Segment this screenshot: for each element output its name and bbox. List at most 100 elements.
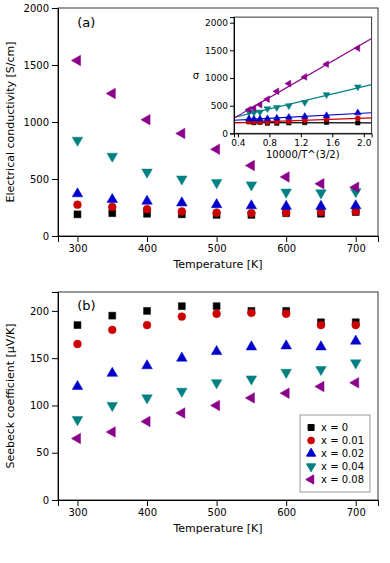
tick-mark bbox=[230, 50, 234, 51]
point bbox=[178, 208, 186, 216]
tick-mark bbox=[52, 122, 58, 123]
plot-frame bbox=[58, 8, 378, 236]
axis-xticks: 0.40.81.21.62.0 bbox=[231, 133, 372, 147]
tick-mark bbox=[52, 236, 58, 237]
point bbox=[178, 303, 185, 310]
point bbox=[350, 377, 359, 388]
tick-mark bbox=[52, 500, 58, 501]
point bbox=[257, 110, 264, 116]
tick: 300 bbox=[68, 500, 87, 518]
tick-mark bbox=[52, 311, 58, 312]
point bbox=[246, 182, 257, 191]
tick: 500 bbox=[208, 500, 227, 518]
point bbox=[143, 321, 151, 329]
tick: 1.6 bbox=[326, 133, 341, 147]
tick-label: 600 bbox=[277, 507, 296, 518]
tick-mark bbox=[286, 236, 287, 242]
point bbox=[350, 360, 361, 369]
point bbox=[301, 113, 308, 119]
tick: 1.2 bbox=[294, 133, 308, 147]
plot-background bbox=[58, 8, 378, 236]
tick: 200 bbox=[30, 306, 58, 317]
legend-label: x = 0.01 bbox=[321, 435, 364, 446]
tick-label: 0 bbox=[43, 495, 49, 506]
point bbox=[141, 416, 150, 427]
axis-xticks: 300 400 500 600 700 bbox=[59, 500, 379, 518]
tick: 100 bbox=[30, 400, 58, 411]
point bbox=[107, 153, 118, 162]
tick-mark bbox=[52, 358, 58, 359]
point bbox=[264, 96, 270, 103]
point bbox=[213, 209, 221, 217]
point bbox=[282, 209, 290, 217]
tick-label: 500 bbox=[30, 174, 49, 185]
fit-line bbox=[234, 85, 372, 118]
tick-label: 0.8 bbox=[263, 138, 278, 148]
tick-label: 2000 bbox=[24, 3, 49, 14]
tick-label: 600 bbox=[277, 243, 296, 254]
point bbox=[281, 189, 292, 198]
axis-yticks: 0500100015002000 bbox=[24, 3, 59, 242]
tick: 400 bbox=[138, 236, 157, 254]
tick-label: 150 bbox=[30, 353, 49, 364]
point bbox=[323, 93, 330, 99]
point bbox=[106, 88, 115, 99]
plot-background bbox=[58, 292, 378, 500]
plot-frame bbox=[234, 17, 372, 133]
point bbox=[281, 200, 292, 209]
tick-mark bbox=[230, 106, 234, 107]
legend-label: x = 0 bbox=[321, 422, 348, 433]
tick: 50 bbox=[36, 447, 58, 458]
axis-line bbox=[52, 9, 59, 237]
legend-symbol bbox=[307, 448, 316, 456]
point bbox=[323, 112, 330, 118]
tick-mark bbox=[286, 500, 287, 506]
tick-mark bbox=[356, 500, 357, 506]
axis-xticks: 300400500600700 bbox=[59, 236, 379, 254]
axis-yticks: 0 50 100 150 200 bbox=[30, 293, 59, 506]
tick-label: 200 bbox=[30, 306, 49, 317]
tick: 400 bbox=[138, 500, 157, 518]
point bbox=[264, 115, 271, 121]
point bbox=[211, 199, 222, 208]
tick-label: 500 bbox=[208, 243, 227, 254]
point bbox=[315, 179, 324, 190]
point bbox=[213, 310, 221, 318]
panel: 3004005006007000500100015002000Temperatu… bbox=[4, 3, 379, 271]
fit-line bbox=[234, 39, 372, 119]
tick-mark bbox=[52, 405, 58, 406]
point bbox=[250, 105, 256, 112]
axis-line bbox=[59, 237, 379, 243]
point bbox=[72, 188, 83, 197]
tick: 700 bbox=[347, 236, 366, 254]
figure: 3004005006007000500100015002000Temperatu… bbox=[0, 0, 390, 563]
tick: 0 bbox=[43, 495, 58, 506]
point bbox=[256, 101, 262, 108]
point bbox=[280, 388, 289, 399]
point bbox=[323, 61, 329, 68]
tick-label: 400 bbox=[138, 243, 157, 254]
point bbox=[213, 303, 220, 310]
point bbox=[246, 341, 257, 350]
point bbox=[356, 121, 360, 125]
tick-label: 2.0 bbox=[357, 138, 372, 148]
point bbox=[273, 114, 280, 120]
point bbox=[354, 45, 360, 52]
point bbox=[211, 345, 222, 354]
panel-title: (b) bbox=[77, 298, 95, 313]
y-axis-title: σ bbox=[193, 70, 200, 81]
point bbox=[211, 180, 222, 189]
tick: 700 bbox=[347, 500, 366, 518]
point bbox=[108, 326, 116, 334]
tick-mark bbox=[230, 78, 234, 79]
point bbox=[107, 402, 118, 411]
tick-mark bbox=[217, 500, 218, 506]
tick-mark bbox=[230, 23, 234, 24]
tick-label: 1500 bbox=[24, 60, 49, 71]
tick-label: 700 bbox=[347, 507, 366, 518]
point bbox=[74, 340, 82, 348]
marks bbox=[234, 39, 372, 126]
tick: 500 bbox=[211, 101, 234, 111]
legend-symbol bbox=[307, 464, 316, 472]
tick-label: 1500 bbox=[205, 46, 228, 56]
